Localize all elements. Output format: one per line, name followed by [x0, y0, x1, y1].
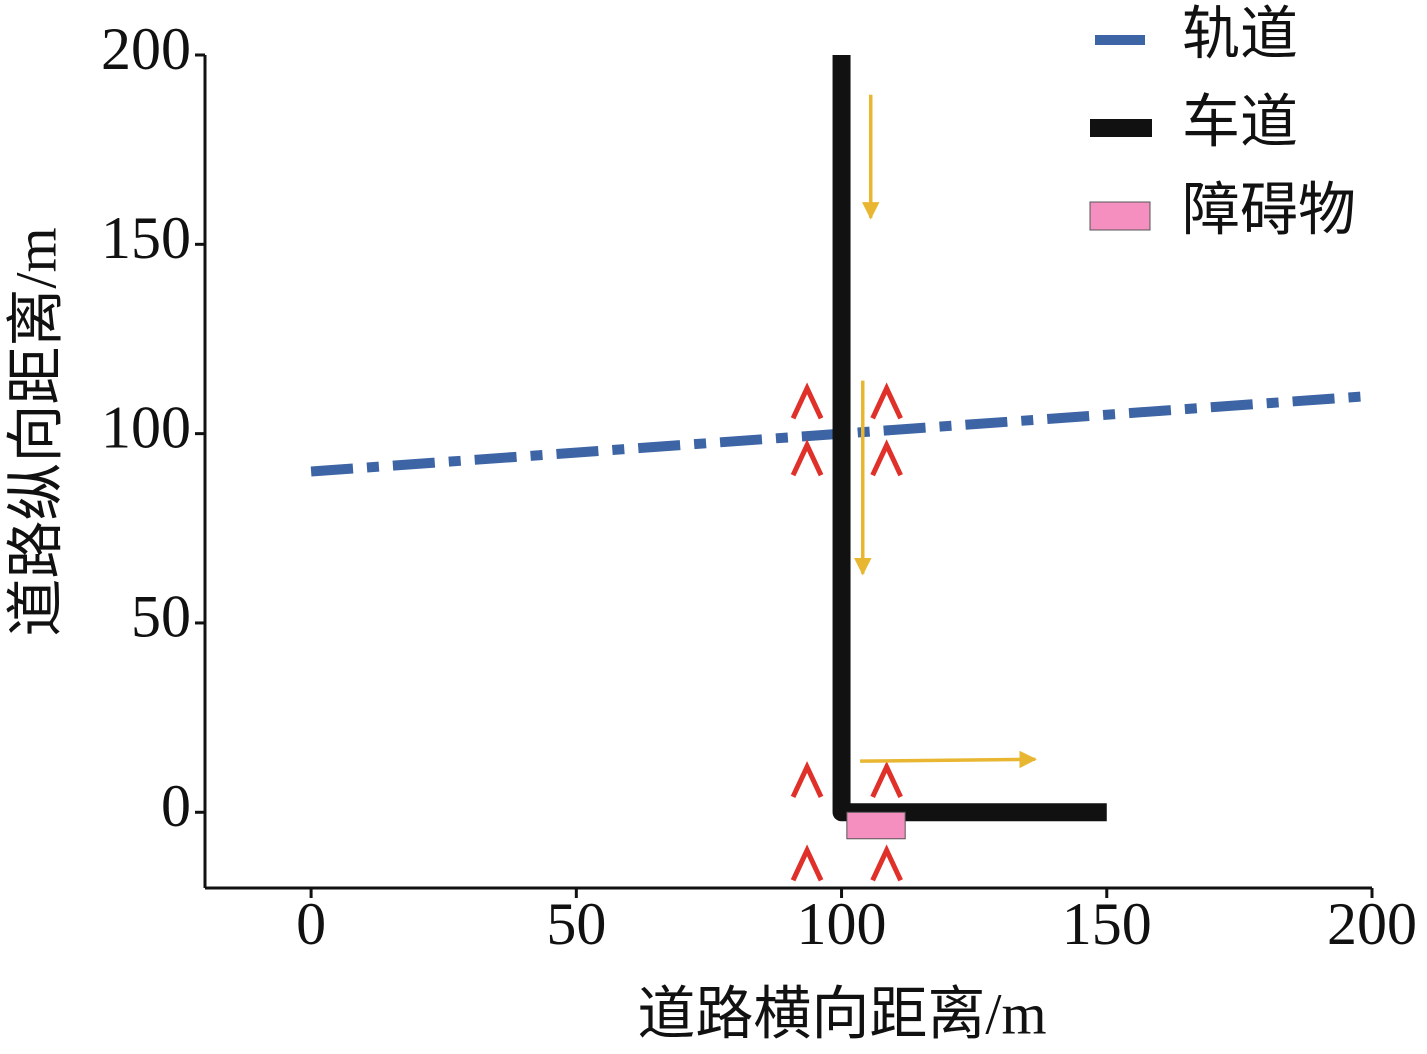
- y-tick-label: 200: [101, 16, 191, 82]
- chevron-marker: [870, 439, 903, 477]
- chevron-marker: [790, 439, 824, 477]
- x-axis-label: 道路横向距离/m: [637, 981, 1046, 1046]
- direction-arrow: [860, 750, 1037, 769]
- x-tick-label: 0: [296, 891, 326, 957]
- y-tick-label: 150: [101, 205, 191, 271]
- y-tick-label: 0: [161, 773, 191, 839]
- series-line: [832, 55, 1107, 822]
- chevron-marker: [790, 761, 824, 799]
- legend-label: 轨道: [1182, 1, 1298, 66]
- chevron-marker: [870, 761, 903, 799]
- x-tick-label: 150: [1062, 891, 1152, 957]
- chevron-marker: [790, 382, 824, 420]
- legend-swatch: [1089, 201, 1151, 231]
- legend-label: 车道: [1182, 89, 1298, 154]
- chevron-marker: [790, 844, 824, 882]
- x-tick-label: 100: [797, 891, 887, 957]
- y-axis-label: 道路纵向距离/m: [3, 227, 68, 636]
- legend-label: 障碍物: [1182, 177, 1356, 242]
- x-tick-label: 200: [1327, 891, 1417, 957]
- obstacle: [846, 811, 906, 840]
- chevron-marker: [870, 844, 903, 882]
- y-tick-label: 50: [131, 584, 191, 650]
- chevron-marker: [870, 382, 903, 420]
- x-tick-label: 50: [546, 891, 606, 957]
- y-tick-label: 100: [101, 394, 191, 460]
